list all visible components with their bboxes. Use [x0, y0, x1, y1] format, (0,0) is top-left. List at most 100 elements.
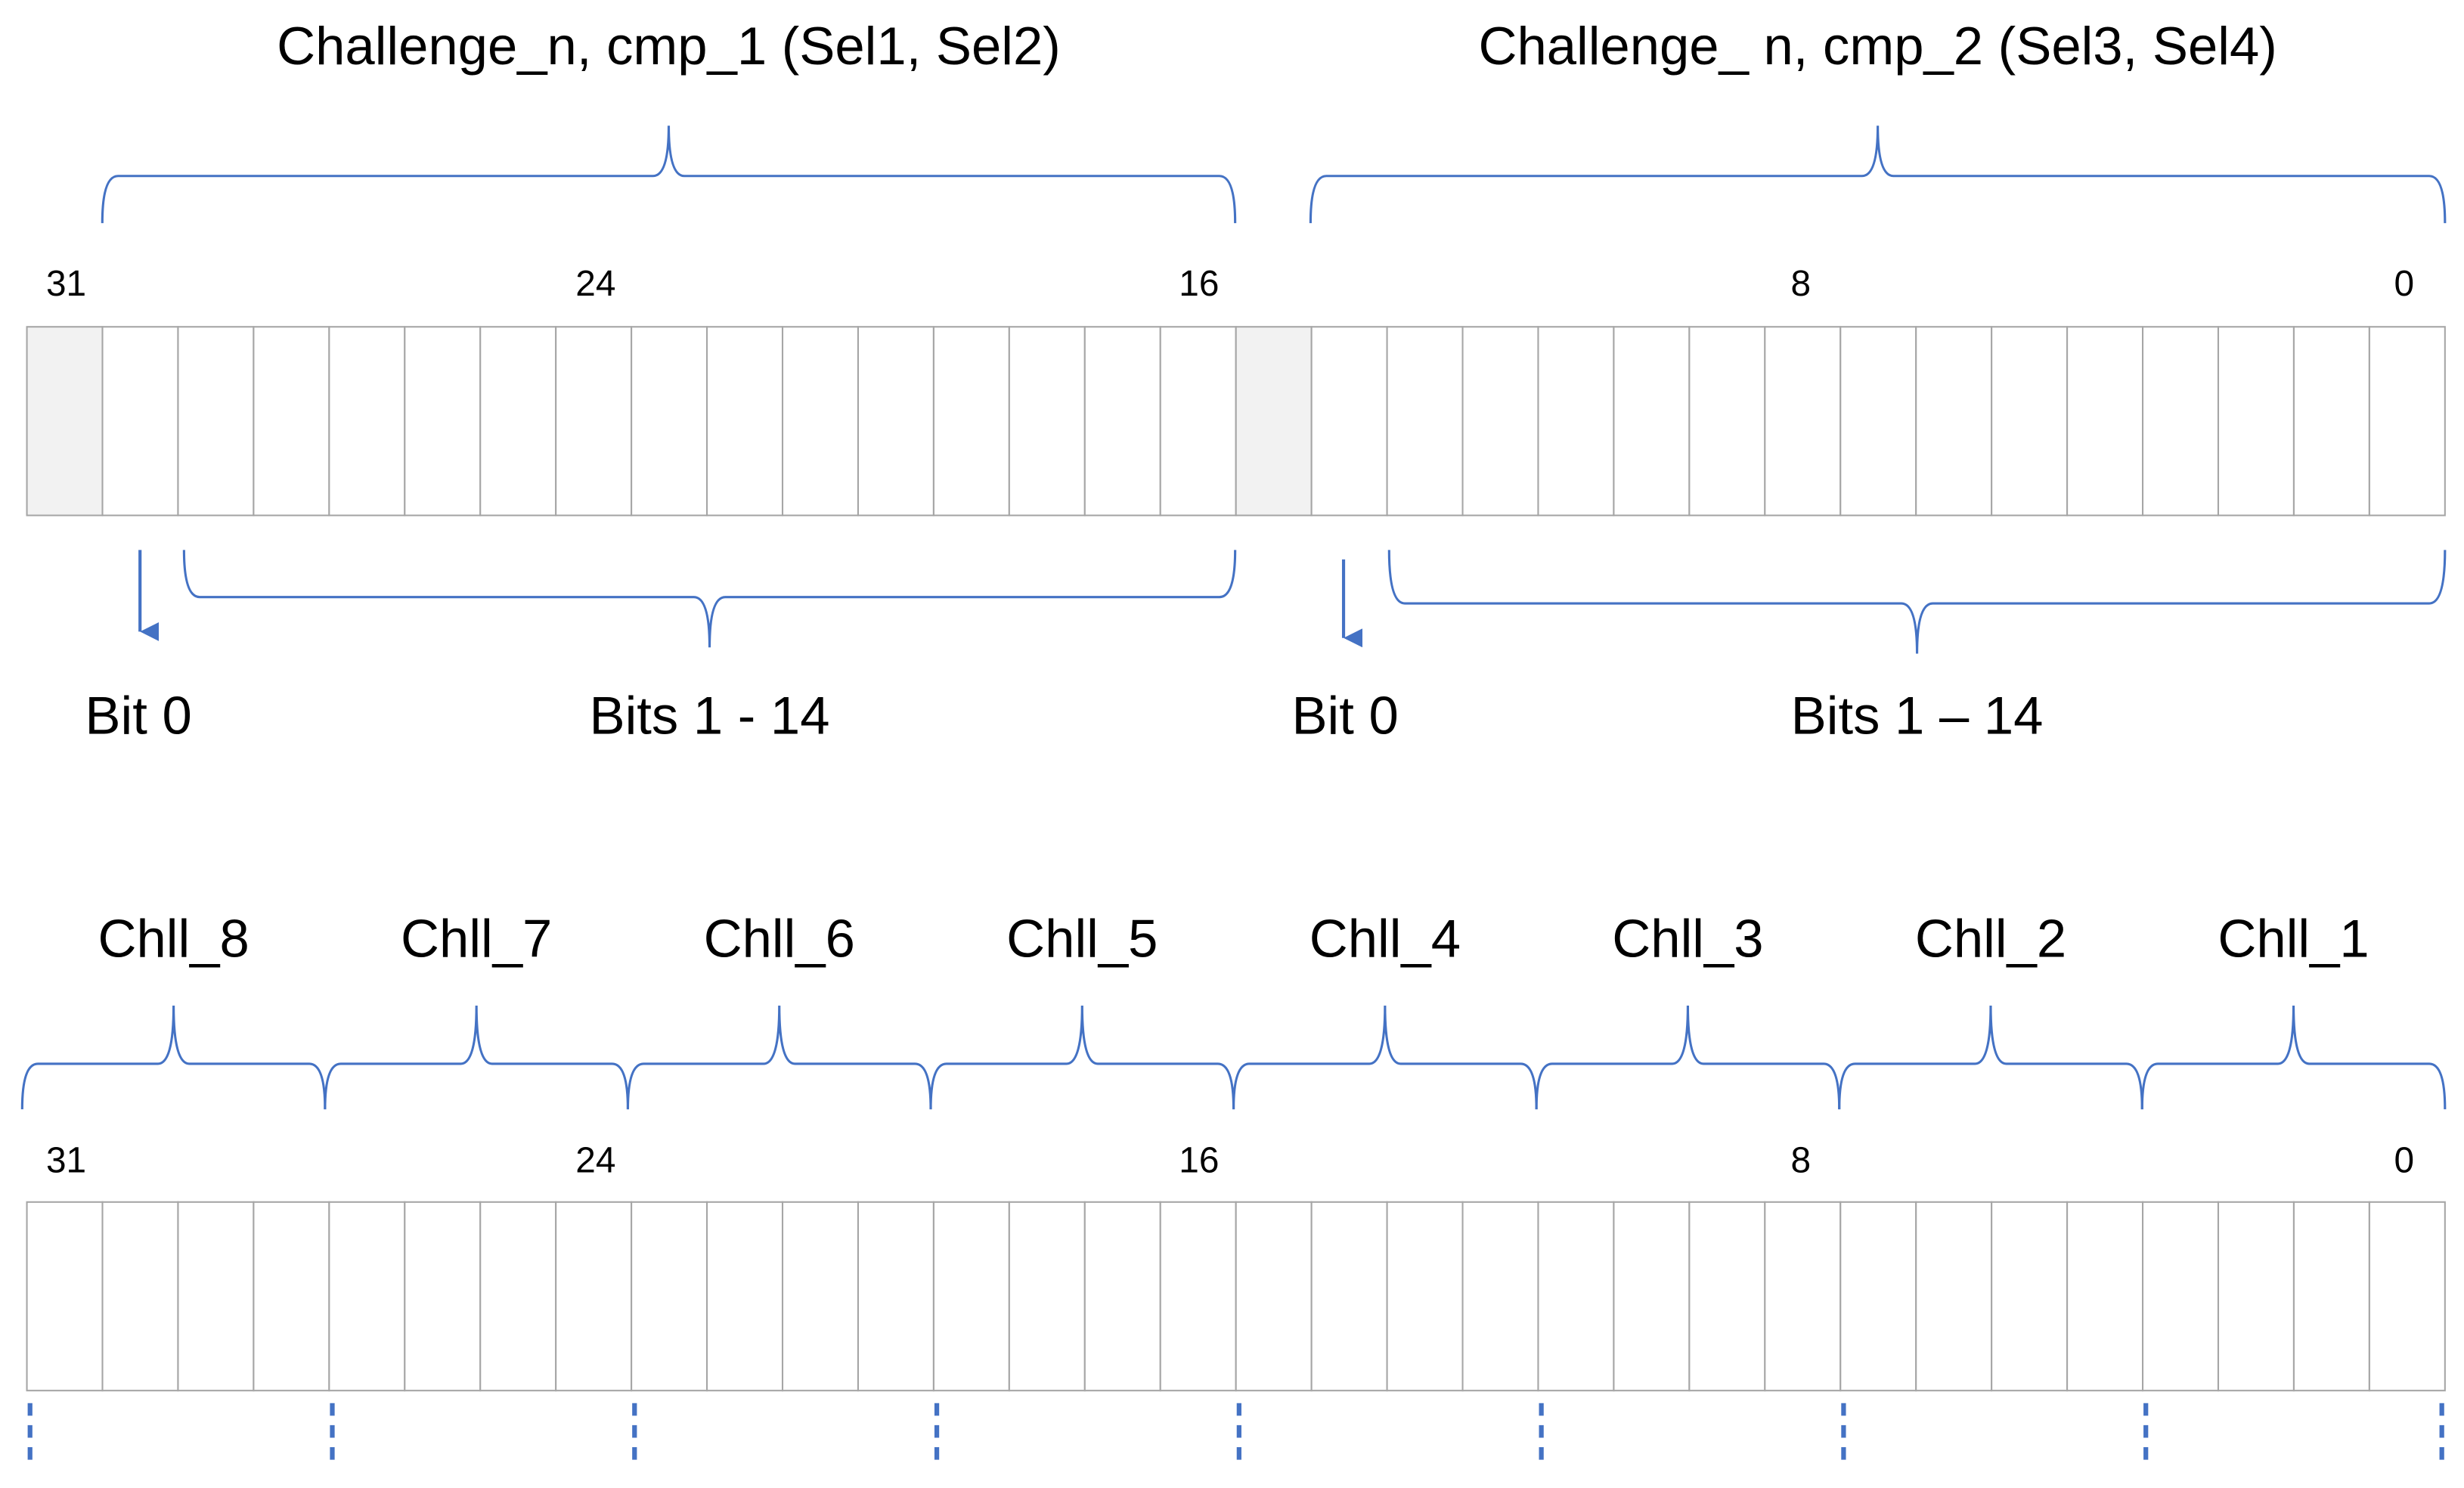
bit-number: 31	[46, 264, 86, 304]
bit-cell	[1764, 326, 1842, 516]
bit-cell	[1235, 326, 1313, 516]
brace	[20, 1006, 327, 1110]
bit-cell	[2142, 326, 2220, 516]
bit-cell	[1083, 326, 1161, 516]
bit-cell	[1159, 326, 1237, 516]
bit-cell	[1764, 1201, 1842, 1392]
bit-cell	[1461, 1201, 1539, 1392]
bit-cell	[1083, 1201, 1161, 1392]
bit-cell	[2292, 1201, 2370, 1392]
brace	[1387, 550, 2447, 654]
bit-cell	[253, 1201, 330, 1392]
bit0-label: Bit 0	[85, 685, 191, 745]
bit-cell	[1839, 326, 1917, 516]
bit-number: 8	[1790, 1140, 1811, 1180]
chunk-label: Chll_3	[1612, 909, 1763, 969]
bit-cell	[631, 1201, 708, 1392]
bit-cell	[404, 1201, 482, 1392]
bit-cell	[1386, 326, 1464, 516]
bit-cell	[1991, 326, 2069, 516]
bit-number: 0	[2394, 264, 2415, 304]
brace	[2140, 1006, 2447, 1110]
brace	[1535, 1006, 1841, 1110]
bit-cell	[932, 326, 1010, 516]
bit-cell	[932, 1201, 1010, 1392]
brace	[324, 1006, 630, 1110]
bit-cell	[404, 326, 482, 516]
chunk-label: Chll_6	[704, 909, 855, 969]
bit-cell	[706, 1201, 784, 1392]
bit-cell	[1915, 326, 1993, 516]
bit-cell	[479, 1201, 557, 1392]
brace	[929, 1006, 1235, 1110]
bit-cell	[26, 326, 104, 516]
group-label: Challenge_n, cmp_1 (Sel1, Sel2)	[277, 16, 1061, 76]
chunk-label: Chll_7	[401, 909, 552, 969]
brace	[1309, 126, 2447, 224]
brace	[101, 126, 1237, 224]
bit-cell	[1310, 1201, 1388, 1392]
bit-cell	[781, 1201, 860, 1392]
bit-cell	[555, 326, 633, 516]
bit-cell	[1688, 326, 1766, 516]
bit-cell	[101, 1201, 179, 1392]
bit-cell	[2292, 326, 2370, 516]
bit-number: 31	[46, 1140, 86, 1180]
bit-cell	[706, 326, 784, 516]
chunk-label: Chll_5	[1006, 909, 1158, 969]
group-label: Challenge_ n, cmp_2 (Sel3, Sel4)	[1478, 16, 2276, 76]
bit-cell	[2142, 1201, 2220, 1392]
bit-number: 8	[1790, 264, 1811, 304]
bit-cell	[2217, 1201, 2295, 1392]
bit-cell	[2217, 326, 2295, 516]
bit0-label: Bit 0	[1291, 685, 1398, 745]
bit-cell	[1991, 1201, 2069, 1392]
bit-cell	[1008, 1201, 1086, 1392]
bit-cell	[26, 1201, 104, 1392]
bit-cell	[1461, 326, 1539, 516]
bit-cell	[555, 1201, 633, 1392]
bit-cell	[781, 326, 860, 516]
chunk-label: Chll_1	[2218, 909, 2369, 969]
bit-cell	[1688, 1201, 1766, 1392]
bit-cell	[1537, 1201, 1615, 1392]
bit-cell	[101, 326, 179, 516]
bit-cell	[479, 326, 557, 516]
bit-cell	[2368, 1201, 2446, 1392]
chunk-label: Chll_2	[1915, 909, 2066, 969]
bits-label: Bits 1 - 14	[590, 685, 830, 745]
bit-number: 0	[2394, 1140, 2415, 1180]
bit-cell	[177, 326, 255, 516]
bit-cell	[1613, 1201, 1691, 1392]
bit-cell	[1235, 1201, 1313, 1392]
bit-cell	[177, 1201, 255, 1392]
bit-cell	[857, 326, 934, 516]
bit-cell	[1386, 1201, 1464, 1392]
bit-cell	[1537, 326, 1615, 516]
bit-cell	[2066, 1201, 2144, 1392]
bit-number: 24	[575, 264, 615, 304]
bit-cell	[857, 1201, 934, 1392]
brace	[1838, 1006, 2143, 1110]
bit-cell	[328, 326, 406, 516]
bit-cell	[328, 1201, 406, 1392]
bit-cell	[1310, 326, 1388, 516]
bit-cell	[2368, 326, 2446, 516]
bits-label: Bits 1 – 14	[1791, 685, 2044, 745]
bit-number: 16	[1179, 264, 1219, 304]
bit-cell	[2066, 326, 2144, 516]
bit-cell	[1839, 1201, 1917, 1392]
bit-number: 24	[575, 1140, 615, 1180]
bit-number: 16	[1179, 1140, 1219, 1180]
brace	[1232, 1006, 1538, 1110]
chunk-label: Chll_4	[1309, 909, 1461, 969]
bit-cell	[631, 326, 708, 516]
bit-cell	[1008, 326, 1086, 516]
bit-cell	[1159, 1201, 1237, 1392]
brace	[626, 1006, 932, 1110]
bit-cell	[1915, 1201, 1993, 1392]
bit-cell	[1613, 326, 1691, 516]
chunk-label: Chll_8	[98, 909, 249, 969]
bit-cell	[253, 326, 330, 516]
